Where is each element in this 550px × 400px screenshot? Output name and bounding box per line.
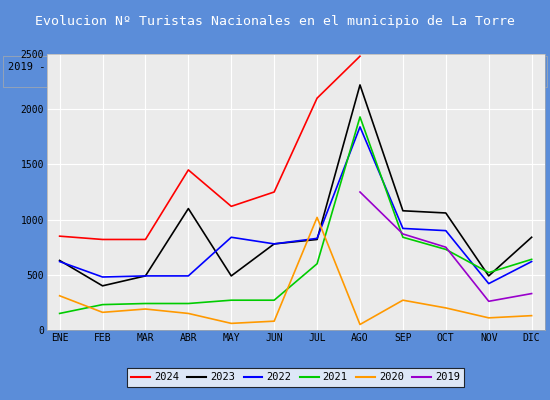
Text: Evolucion Nº Turistas Nacionales en el municipio de La Torre: Evolucion Nº Turistas Nacionales en el m…	[35, 14, 515, 28]
Bar	[3, 56, 547, 86]
Text: 2019 - 2024: 2019 - 2024	[8, 62, 77, 72]
Text: http://www.foro-ciudad.com: http://www.foro-ciudad.com	[379, 62, 542, 72]
Legend: 2024, 2023, 2022, 2021, 2020, 2019: 2024, 2023, 2022, 2021, 2020, 2019	[127, 368, 464, 387]
